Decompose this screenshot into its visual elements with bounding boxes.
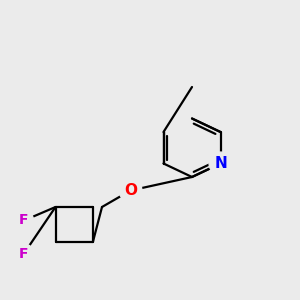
Text: O: O <box>124 183 137 198</box>
Text: F: F <box>19 247 29 260</box>
Circle shape <box>14 211 34 230</box>
Text: N: N <box>214 156 227 171</box>
Circle shape <box>14 244 34 263</box>
Circle shape <box>119 179 142 202</box>
Text: F: F <box>19 214 29 227</box>
Circle shape <box>209 152 232 175</box>
